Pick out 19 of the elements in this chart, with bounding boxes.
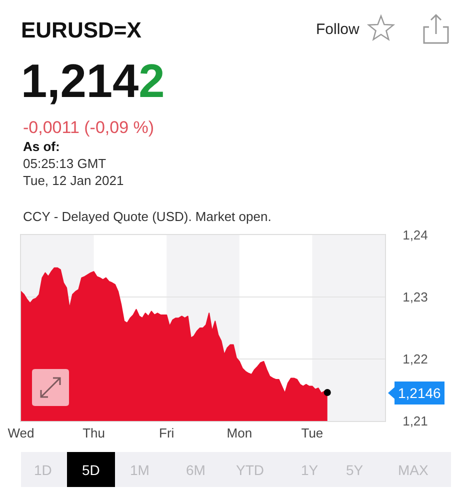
text: 05:25:13 GMT <box>23 156 106 171</box>
text: 1,2146 <box>398 385 442 401</box>
y-tick-label: 1,22 <box>402 352 428 367</box>
text: Follow <box>316 21 360 38</box>
text: Tue, 12 Jan 2021 <box>23 173 124 188</box>
text: 1,2142 <box>21 54 165 107</box>
x-tick-label: Wed <box>8 426 34 441</box>
text: As of: <box>23 139 60 154</box>
y-tick-label: 1,23 <box>402 290 428 305</box>
y-tick-label: 1,21 <box>402 414 428 429</box>
x-tick-label: Tue <box>301 426 324 441</box>
y-tick-label: 1,24 <box>402 228 428 243</box>
x-tick-label: Fri <box>159 426 174 441</box>
chart-title: EURUSD=X <box>21 18 142 43</box>
text: -0,0011 (-0,09 %) <box>23 118 154 137</box>
text: CCY - Delayed Quote (USD). Market open. <box>23 209 272 224</box>
x-tick-label: Mon <box>226 426 252 441</box>
text: 5D <box>82 462 100 478</box>
x-tick-label: Thu <box>82 426 106 441</box>
